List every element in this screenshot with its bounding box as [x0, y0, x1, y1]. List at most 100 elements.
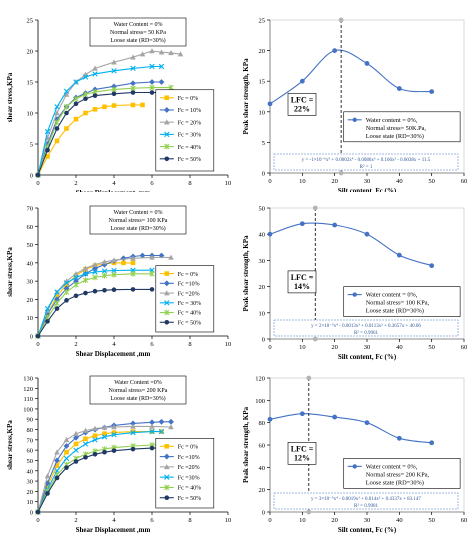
- data-point: [111, 68, 117, 74]
- r2-text: R² = 0.9961: [354, 330, 378, 336]
- y-axis-label: Peak shear strength, KPa: [242, 235, 250, 311]
- legend-marker: [163, 280, 170, 287]
- data-point: [111, 103, 117, 108]
- y-tick-label: 10: [27, 111, 34, 118]
- x-tick-label: 50: [428, 178, 435, 185]
- data-point: [101, 259, 108, 265]
- data-point: [83, 96, 88, 102]
- series-line: [37, 425, 172, 513]
- data-point: [82, 91, 89, 98]
- data-point: [130, 271, 136, 277]
- data-point: [139, 252, 146, 259]
- data-point: [111, 448, 117, 453]
- y-tick-label: 50: [27, 242, 34, 249]
- y-axis-label: shear stress,KPa: [6, 420, 14, 470]
- series-line: [37, 87, 171, 176]
- legend-label: Fc = 30%: [178, 301, 201, 307]
- data-point: [149, 90, 155, 95]
- data-point: [101, 424, 108, 430]
- data-point: [54, 300, 60, 306]
- data-point: [82, 74, 89, 80]
- y-tick-label: 120: [23, 386, 33, 393]
- x-tick-label: 20: [331, 178, 338, 185]
- data-point: [130, 80, 136, 87]
- data-point: [130, 255, 136, 261]
- data-point: [54, 119, 60, 126]
- data-point: [54, 463, 60, 468]
- data-point: [54, 468, 60, 474]
- equation-text: y = 3×10⁻⁵x⁴ - 0.0019x³ + 0.014x² + 0.43…: [311, 496, 421, 502]
- lfc-label: LFC =12%: [287, 442, 317, 465]
- data-point: [168, 50, 174, 56]
- legend-border: [155, 89, 215, 172]
- data-point: [73, 101, 79, 106]
- legend: Fc = 0% Fc =10% Fc =20% Fc = 30% Fc = 40% Fc …: [155, 265, 215, 333]
- data-point: [44, 128, 51, 135]
- x-tick-label: 4: [112, 180, 116, 187]
- data-point: [130, 429, 136, 434]
- legend-border: [343, 458, 461, 489]
- x-tick-label: 10: [225, 517, 232, 524]
- x-tick-label: 8: [188, 517, 191, 524]
- series-fc20: [35, 423, 174, 515]
- lfc-bottom-marker: [312, 336, 318, 342]
- x-tick-label: 10: [299, 344, 306, 351]
- y-tick-label: 40: [27, 468, 34, 475]
- equation-text: y = 2×10⁻⁵x⁴ - 0.0013x³ + 0.0113x² + 0.3…: [311, 323, 421, 329]
- y-tick-label: 0: [262, 337, 265, 344]
- y-tick-label: 120: [255, 376, 265, 383]
- data-point: [64, 298, 69, 303]
- data-point: [111, 86, 117, 93]
- series-fc0: [35, 102, 145, 178]
- data-point: [63, 280, 70, 286]
- data-point: [73, 459, 79, 464]
- data-point: [267, 101, 273, 107]
- x-axis-label: Shear Displacement ,mm: [76, 350, 151, 358]
- data-point: [54, 110, 60, 116]
- legend: Fc = 0% Fc = 10% Fc = 20% Fc = 30% Fc = 40% F…: [155, 89, 215, 172]
- data-point: [83, 110, 88, 116]
- legend-label: Fc = 30%: [178, 133, 201, 139]
- data-point: [101, 268, 108, 274]
- legend-label: Fc = 40%: [178, 145, 201, 151]
- x-tick-label: 60: [461, 344, 468, 351]
- equation-text: y = -1×10⁻⁶x⁵ + 0.0002x⁴ - 0.0086x³ + 0.…: [302, 157, 431, 163]
- data-point: [332, 414, 338, 420]
- legend-border: [343, 286, 461, 317]
- data-point: [429, 263, 435, 269]
- legend-border: [343, 111, 461, 143]
- data-point: [63, 437, 70, 443]
- data-point: [82, 427, 89, 433]
- y-tick-label: 0: [262, 171, 265, 178]
- data-point: [267, 231, 273, 237]
- legend: Fc = 0% Fc =10% Fc =20% Fc =30% Fc = 40% Fc =…: [155, 438, 215, 509]
- data-point: [92, 261, 98, 267]
- info-box: Water Content = 0% Normal stress= 100 KPa…: [89, 205, 187, 235]
- y-tick-label: 100: [23, 406, 33, 413]
- data-point: [54, 475, 60, 481]
- lfc-box: [287, 93, 317, 116]
- peak-curve: [269, 49, 432, 105]
- legend-marker: [164, 464, 170, 470]
- y-tick-label: 40: [259, 232, 266, 239]
- data-point: [168, 418, 174, 425]
- chart-peak-100: 0 10 20 30 40 50 0 10 20 30 40 50 60 Silt content, Fc…: [242, 206, 468, 362]
- data-point: [83, 290, 88, 296]
- series-fc50: [35, 445, 164, 515]
- y-tick-label: 10: [27, 499, 34, 506]
- data-point: [130, 260, 136, 266]
- data-point: [130, 102, 136, 108]
- y-tick-label: 20: [259, 487, 266, 494]
- info-line: Water Content =0%: [114, 380, 162, 386]
- y-tick-label: 20: [27, 297, 34, 304]
- data-point: [111, 287, 117, 293]
- data-point: [158, 418, 165, 425]
- y-tick-label: 20: [259, 48, 266, 55]
- lfc-box: [287, 270, 317, 294]
- data-point: [177, 51, 184, 57]
- data-point: [111, 267, 117, 274]
- chart-shear-100: 0 10 20 30 40 50 60 70 0 2 4 6 8 10 Shear Displacement…: [6, 205, 231, 359]
- y-tick-label: 5: [30, 142, 33, 149]
- info-line: Normal stress= 50 KPa: [110, 30, 166, 36]
- legend-marker: [164, 156, 170, 162]
